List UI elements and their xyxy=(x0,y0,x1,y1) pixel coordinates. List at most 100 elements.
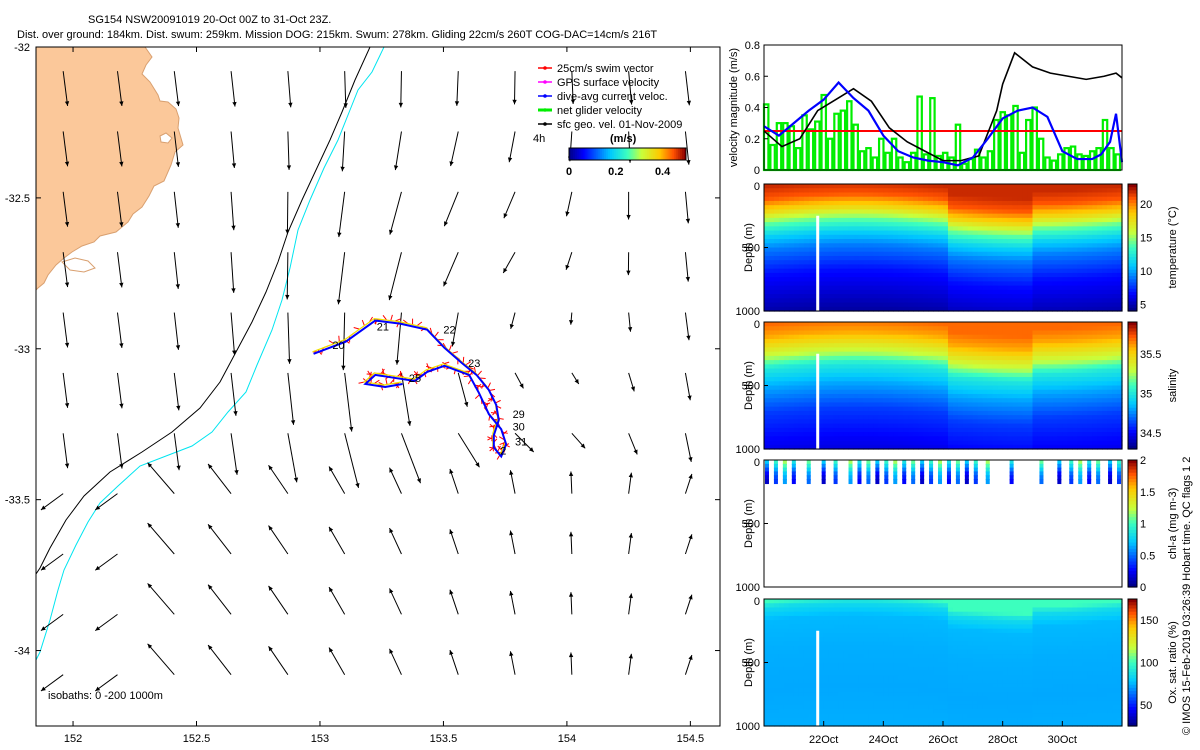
section-cell xyxy=(764,192,770,198)
section-cell xyxy=(923,239,929,244)
section-cell xyxy=(1007,306,1014,312)
section-cell xyxy=(967,347,974,353)
section-cell xyxy=(913,415,919,420)
section-cell xyxy=(938,338,944,344)
vector-head xyxy=(175,162,181,167)
title-line-1: SG154 NSW20091019 20-Oct 00Z to 31-Oct 2… xyxy=(88,14,331,26)
section-cell xyxy=(1002,285,1009,291)
section-cell xyxy=(957,285,964,291)
section-cell xyxy=(858,209,865,215)
section-cell xyxy=(918,385,924,391)
vector-shaft xyxy=(684,312,690,341)
section-cell xyxy=(982,234,989,240)
section-cell xyxy=(808,196,815,202)
section-cell xyxy=(788,226,795,232)
section-cell xyxy=(883,234,889,240)
section-cell xyxy=(1092,368,1098,374)
section-cell xyxy=(1057,277,1063,282)
section-cell xyxy=(982,427,989,433)
section-cell xyxy=(933,192,939,198)
section-cell xyxy=(1007,239,1014,244)
section-cell xyxy=(873,322,879,327)
section-cell xyxy=(853,444,860,450)
section-cell xyxy=(918,322,924,327)
section-cell xyxy=(1087,200,1093,206)
section-cell xyxy=(1097,322,1103,327)
section-cell xyxy=(957,423,964,429)
section-cell xyxy=(928,302,934,308)
section-cell xyxy=(903,389,909,395)
section-cell xyxy=(773,222,780,227)
section-cell xyxy=(863,372,870,378)
section-cell xyxy=(1092,289,1098,295)
section-cell xyxy=(1017,217,1024,223)
section-cell xyxy=(1082,281,1088,287)
section-cell xyxy=(938,281,944,287)
section-cell xyxy=(828,419,835,425)
section-cell xyxy=(1067,334,1073,340)
section-cell xyxy=(858,255,865,261)
isobath-1000m xyxy=(36,47,371,575)
section-cell xyxy=(1117,364,1123,370)
section-cell xyxy=(863,427,870,433)
section-cell xyxy=(764,196,770,202)
section-cell xyxy=(928,415,934,420)
section-cell xyxy=(1017,184,1024,189)
section-colorbar-cell xyxy=(1128,234,1137,239)
vector-head xyxy=(449,589,454,595)
section-cell xyxy=(1037,251,1044,257)
section-cell xyxy=(773,213,780,219)
section-cell xyxy=(908,402,914,408)
section-cell xyxy=(1012,372,1019,378)
section-cell xyxy=(957,322,964,327)
section-cell xyxy=(1037,381,1044,387)
section-cell xyxy=(1027,272,1034,278)
section-cell xyxy=(808,234,815,240)
section-cell xyxy=(1117,213,1123,219)
section-cell xyxy=(1012,200,1019,206)
section-cell xyxy=(1077,272,1083,278)
section-cell xyxy=(1042,351,1049,357)
section-cell xyxy=(823,389,830,395)
section-cell xyxy=(1057,406,1063,412)
vector-head xyxy=(64,221,70,227)
section-cell xyxy=(947,330,954,336)
section-cell xyxy=(773,440,780,446)
section-cell xyxy=(957,192,964,198)
section-cell xyxy=(833,188,840,194)
section-cell xyxy=(1012,415,1019,420)
section-cell xyxy=(838,406,845,412)
vector-head xyxy=(509,651,514,657)
section-cell xyxy=(1107,360,1113,365)
section-cell xyxy=(778,389,785,395)
section-cell xyxy=(1117,184,1123,189)
section-cell xyxy=(863,217,870,223)
section-cell xyxy=(923,419,929,425)
section-cell xyxy=(863,368,870,374)
section-cell xyxy=(1002,427,1009,433)
section-ytick-label: 500 xyxy=(742,243,760,255)
section-cell xyxy=(1002,410,1009,416)
section-cell xyxy=(908,306,914,312)
section-cell xyxy=(803,334,810,340)
section-cell xyxy=(1027,385,1034,391)
section-cell xyxy=(773,419,780,425)
section-cell xyxy=(883,251,889,257)
section-cell xyxy=(1032,200,1039,206)
section-cell xyxy=(1107,385,1113,391)
section-cell xyxy=(908,432,914,437)
section-cell xyxy=(1047,351,1053,357)
section-cell xyxy=(1047,440,1053,446)
section-cell xyxy=(1017,423,1024,429)
colorbar-cell xyxy=(680,148,683,160)
section-cell xyxy=(833,427,840,433)
vector-shaft xyxy=(286,252,289,300)
section-cell xyxy=(788,272,795,278)
section-cell xyxy=(1027,322,1034,327)
section-cell xyxy=(982,188,989,194)
section-cell xyxy=(778,398,785,404)
section-cell xyxy=(947,444,954,450)
section-cell xyxy=(947,294,954,299)
section-cell xyxy=(1062,184,1068,189)
section-cell xyxy=(1092,444,1098,450)
